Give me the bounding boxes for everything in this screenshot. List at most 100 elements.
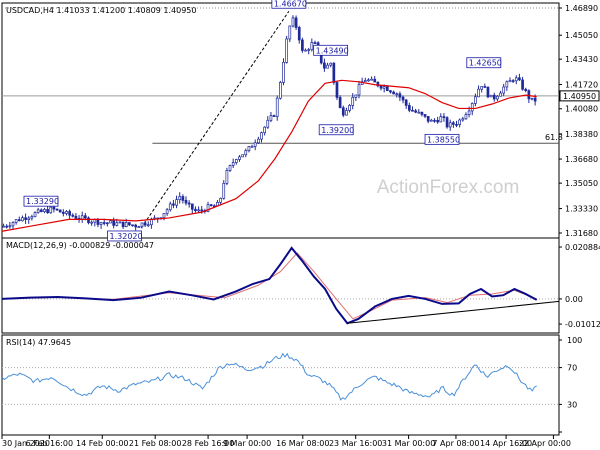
price-y-tick-label: 1.31680 [565,229,598,238]
candle-body [247,146,251,151]
candle-body [329,62,333,66]
candle-body [426,116,430,122]
candle-body [458,119,462,125]
candle-body [90,221,93,224]
candle-body [407,105,411,111]
price-annotation-box [466,57,502,69]
price-y-tick-label: 1.38380 [565,130,598,139]
candle-body [385,86,389,92]
candle-body [373,78,377,83]
candle-body [241,154,244,158]
candle-body [93,219,97,223]
candle-body [128,222,131,226]
candle-body [294,17,298,28]
price-annotation-label: 1.43490 [316,46,349,55]
candle-body [341,107,345,116]
price-annotation-box [271,0,307,9]
candle-body [102,222,106,224]
candle-body [499,92,502,97]
candle-body [483,86,487,88]
candle-body [228,165,232,171]
candle-body [489,94,493,98]
candle-body [279,82,282,99]
price-y-tick-label: 1.45050 [565,31,598,40]
candle-body [244,150,248,156]
candle-body [323,62,326,69]
candle-body [46,209,49,214]
candle-body [52,206,56,210]
candle-body [8,225,12,228]
candle-body [181,196,185,201]
candle-body [511,80,515,82]
candle-body [527,90,531,100]
candle-body [5,225,9,228]
candle-body [401,96,405,101]
candle-body [71,214,75,217]
candle-body [382,86,386,89]
candle-body [17,219,21,222]
candle-body [514,77,518,82]
price-annotation-box [318,124,354,136]
candle-body [367,79,370,82]
candle-body [452,122,455,125]
candle-body [36,209,40,213]
candle-body [39,209,43,212]
candle-body [363,80,367,83]
candle-body [285,38,289,63]
candle-body [140,222,144,227]
candle-body [310,42,314,50]
candle-body [442,116,446,118]
candle-body [231,162,235,166]
candle-body [496,95,499,100]
dashed-trendline [140,10,290,229]
candle-body [530,97,534,100]
candle-body [304,49,307,52]
candle-body [143,222,147,226]
candle-body [49,206,53,214]
macd-line [1,246,538,325]
candle-body [275,97,279,117]
candle-body [87,217,90,224]
candle-body [225,170,229,184]
candle-body [376,81,380,87]
price-annotation-box [424,133,460,145]
candle-body [178,196,182,200]
candle-body [219,197,222,203]
candle-body [165,209,169,214]
candle-body [266,119,270,128]
candle-body [68,211,71,216]
candle-body [417,111,421,114]
x-tick-label: 6 Feb 16:00 [26,439,73,448]
x-tick-label: 28 Feb 16:00 [182,439,234,448]
candle-body [96,219,100,225]
price-y-tick-label: 1.41720 [565,80,598,89]
candle-body [467,110,471,115]
candle-body [455,124,458,126]
candle-body [206,204,210,212]
price-annotation-box [107,230,142,242]
price-annotation-label: 1.33290 [26,197,59,206]
candle-body [168,203,172,211]
candle-body [43,209,46,212]
candle-body [14,219,18,223]
candle-body [197,209,200,212]
current-price-box [559,90,600,102]
candle-body [423,114,427,117]
macd-header: MACD(12,26,9) -0.000829 -0.000047 [6,241,154,250]
candle-body [134,224,138,228]
candle-body [533,97,537,102]
x-tick-label: 14 Feb 00:00 [76,439,128,448]
x-tick-label: 14 Apr 16:00 [480,439,532,448]
candle-body [392,91,395,95]
candle-body [301,39,304,51]
candle-body [338,97,342,109]
candle-body [436,119,439,123]
candle-body [480,86,484,90]
candle-body [354,94,358,98]
candle-body [21,217,24,222]
